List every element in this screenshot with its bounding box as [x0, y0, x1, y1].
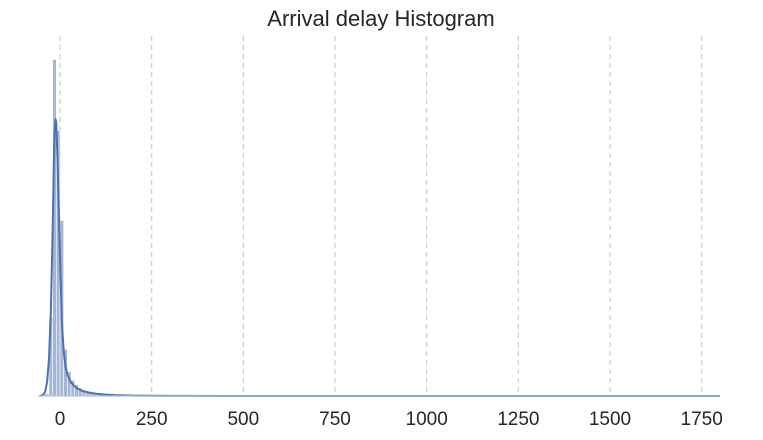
x-tick-label-6: 1500 [589, 409, 631, 430]
x-tick-label-3: 750 [319, 409, 351, 430]
kde-curve [39, 118, 720, 397]
x-tick-label-1: 250 [136, 409, 168, 430]
gridlines [59, 36, 703, 396]
chart-title: Arrival delay Histogram [267, 6, 494, 31]
x-tick-label-7: 1750 [681, 409, 723, 430]
x-tick-label-5: 1250 [497, 409, 539, 430]
x-tick-label-4: 1000 [406, 409, 448, 430]
x-tick-labels: 0 250 500 750 1000 1250 1500 1750 [55, 409, 723, 430]
x-tick-label-0: 0 [55, 409, 66, 430]
x-tick-label-2: 500 [227, 409, 259, 430]
